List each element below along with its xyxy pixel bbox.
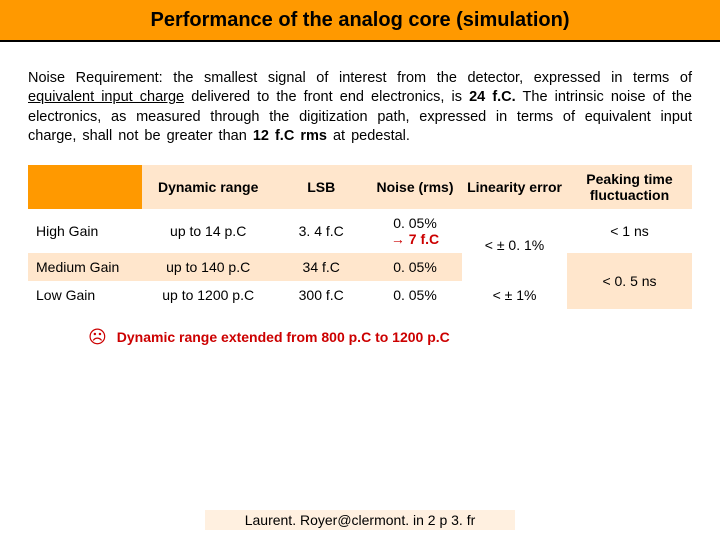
table-header-row: Dynamic range LSB Noise (rms) Linearity … (28, 165, 692, 209)
cell-linearity: < ± 1% (462, 281, 567, 309)
cell-noise: 0. 05% (368, 253, 462, 281)
para-u1: equivalent input charge (28, 89, 184, 105)
slide-title: Performance of the analog core (simulati… (151, 9, 570, 32)
slide-body: Noise Requirement: the smallest signal o… (0, 42, 720, 348)
cell-peaking: < 1 ns (567, 209, 692, 253)
para-lead: Noise Requirement: (28, 70, 163, 86)
noise-requirement-paragraph: Noise Requirement: the smallest signal o… (28, 69, 692, 147)
row-label: High Gain (28, 209, 142, 253)
header-blank (28, 165, 142, 209)
header-peaking: Peaking time fluctuaction (567, 165, 692, 209)
table-row: Medium Gain up to 140 p.C 34 f.C 0. 05% … (28, 253, 692, 281)
para-p4: at pedestal. (327, 128, 410, 144)
cell-dynamic: up to 1200 p.C (142, 281, 275, 309)
note-row: ☹ Dynamic range extended from 800 p.C to… (28, 327, 692, 348)
para-p2: delivered to the front end electronics, … (184, 89, 469, 105)
cell-dynamic: up to 140 p.C (142, 253, 275, 281)
sad-face-icon: ☹ (88, 327, 107, 348)
header-noise: Noise (rms) (368, 165, 462, 209)
cell-lsb: 3. 4 f.C (275, 209, 368, 253)
cell-peaking: < 0. 5 ns (567, 253, 692, 309)
note-text: Dynamic range extended from 800 p.C to 1… (117, 329, 450, 345)
row-label: Medium Gain (28, 253, 142, 281)
title-bar: Performance of the analog core (simulati… (0, 0, 720, 42)
footer-email: Laurent. Royer@clermont. in 2 p 3. fr (205, 510, 516, 530)
para-p1: the smallest signal of interest from the… (163, 70, 692, 86)
noise-bot: 7 f.C (409, 231, 439, 247)
cell-lsb: 34 f.C (275, 253, 368, 281)
cell-dynamic: up to 14 p.C (142, 209, 275, 253)
table-row: High Gain up to 14 p.C 3. 4 f.C 0. 05% →… (28, 209, 692, 253)
header-lsb: LSB (275, 165, 368, 209)
footer: Laurent. Royer@clermont. in 2 p 3. fr (0, 510, 720, 530)
cell-lsb: 300 f.C (275, 281, 368, 309)
noise-top: 0. 05% (393, 215, 437, 231)
para-b1: 24 f.C. (469, 89, 516, 105)
cell-noise: 0. 05% (368, 281, 462, 309)
slide: Performance of the analog core (simulati… (0, 0, 720, 540)
header-dynamic-range: Dynamic range (142, 165, 275, 209)
para-b2: 12 f.C rms (253, 128, 327, 144)
header-linearity: Linearity error (462, 165, 567, 209)
arrow-icon: → (391, 231, 409, 247)
cell-noise: 0. 05% → 7 f.C (368, 209, 462, 253)
performance-table: Dynamic range LSB Noise (rms) Linearity … (28, 165, 692, 309)
row-label: Low Gain (28, 281, 142, 309)
cell-linearity: < ± 0. 1% (462, 209, 567, 281)
